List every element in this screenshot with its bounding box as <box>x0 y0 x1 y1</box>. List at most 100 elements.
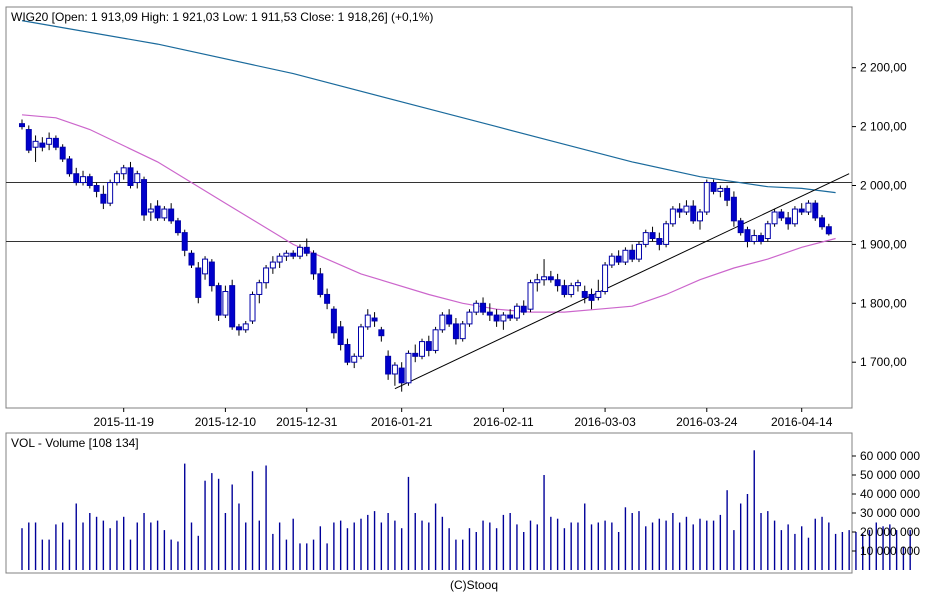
candle-body-down <box>819 217 826 228</box>
candle-body-down <box>303 246 310 254</box>
x-tick-label: 2015-12-31 <box>276 415 338 429</box>
candle <box>642 229 649 248</box>
x-tick-label: 2016-04-14 <box>771 415 833 429</box>
volume-bar-series <box>21 450 911 570</box>
candle-body-down <box>744 229 751 242</box>
candle <box>480 297 487 316</box>
candle <box>276 253 283 268</box>
candle <box>751 229 758 245</box>
y-tick-label: 2 000,00 <box>860 179 907 193</box>
trendline-group <box>394 173 850 390</box>
candle-body-up <box>663 223 670 245</box>
candle-body-up <box>358 326 364 357</box>
candle <box>656 232 663 251</box>
candle-body-down <box>412 352 419 357</box>
candle-body-up <box>242 323 249 331</box>
candle <box>724 185 731 207</box>
candle-body-down <box>778 211 785 219</box>
candle-body-up <box>595 291 602 298</box>
candle-body-down <box>208 261 215 287</box>
footer-copyright: (C)Stooq <box>450 578 498 592</box>
candle <box>615 250 622 266</box>
candle <box>391 362 398 386</box>
candle-body-up <box>46 137 53 145</box>
candle <box>161 206 168 221</box>
candle-body-down <box>554 279 561 287</box>
candle-body-up <box>283 252 290 257</box>
candle-body-up <box>80 176 87 184</box>
y-tick-label: 10 000 000 <box>860 544 920 558</box>
candle-body-up <box>296 246 303 257</box>
candle-body-down <box>337 326 344 346</box>
candle-body-down <box>798 208 805 213</box>
candle-body-up <box>113 173 120 184</box>
candle <box>568 282 575 298</box>
candle-body-down <box>520 305 527 313</box>
candle <box>141 176 148 221</box>
candle <box>32 135 39 162</box>
candle <box>303 238 310 257</box>
candle <box>25 125 32 154</box>
candle <box>202 256 209 280</box>
candle-body-down <box>486 311 493 316</box>
candle <box>730 191 737 227</box>
candle <box>364 309 371 330</box>
candle-body-down <box>86 176 93 186</box>
candle <box>703 179 710 215</box>
candle <box>554 273 561 292</box>
candle <box>398 362 405 392</box>
candle <box>635 241 642 263</box>
candle-body-up <box>635 243 642 260</box>
candle <box>717 185 724 198</box>
candle-body-up <box>642 232 649 245</box>
candle <box>66 156 73 177</box>
candle <box>486 303 493 321</box>
candle <box>676 203 683 218</box>
candle-body-down <box>649 232 656 240</box>
candle <box>256 279 263 304</box>
candle-body-up <box>697 211 703 222</box>
y-tick-label: 50 000 000 <box>860 468 920 482</box>
candle-body-up <box>107 182 114 204</box>
candle <box>798 203 805 215</box>
candle <box>812 200 819 221</box>
candle-body-up <box>541 276 548 281</box>
candle-body-down <box>195 267 202 298</box>
candle-body-up <box>608 255 615 266</box>
candle <box>134 170 141 189</box>
candle-body-down <box>676 208 683 213</box>
candle <box>574 279 581 292</box>
candle-body-down <box>100 193 107 204</box>
candle <box>608 253 615 268</box>
candle <box>93 182 100 198</box>
volume-chart-header: VOL - Volume [108 134] <box>11 436 139 450</box>
candle <box>229 279 236 330</box>
candle <box>466 309 473 327</box>
candle <box>602 262 609 295</box>
x-tick-label: 2016-03-03 <box>574 415 636 429</box>
candle-body-up <box>805 202 812 213</box>
candle-body-down <box>758 235 765 242</box>
candle-body-down <box>378 329 385 337</box>
candle-body-up <box>683 205 690 213</box>
candle <box>534 273 541 292</box>
candle-body-up <box>276 255 283 263</box>
candle-body-down <box>724 187 731 201</box>
candle <box>771 209 778 227</box>
candle <box>358 323 364 360</box>
candle-body-up <box>574 282 581 287</box>
candle <box>324 288 331 310</box>
candle <box>507 309 514 321</box>
candle-body-down <box>188 252 195 266</box>
candle-body-up <box>466 311 473 325</box>
y-tick-label: 1 800,00 <box>860 296 907 310</box>
candle <box>581 285 588 304</box>
candle <box>317 267 324 298</box>
candle-body-down <box>25 129 32 151</box>
candle <box>80 170 87 186</box>
candle <box>174 217 181 236</box>
candle-body-down <box>452 323 459 340</box>
candle <box>629 244 636 263</box>
candle <box>459 320 466 342</box>
candle <box>697 209 703 230</box>
